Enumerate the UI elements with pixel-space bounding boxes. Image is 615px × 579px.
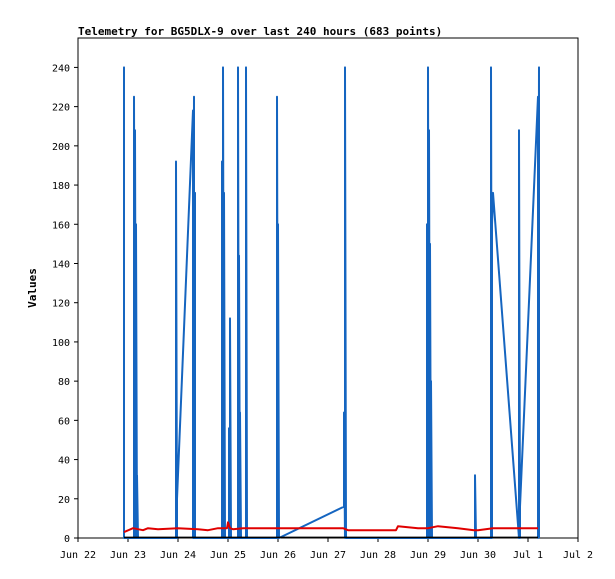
x-tick-label: Jun 27 <box>310 550 346 561</box>
y-tick-label: 160 <box>52 220 70 231</box>
y-tick-label: 100 <box>52 338 70 349</box>
x-tick-label: Jun 28 <box>360 550 396 561</box>
x-tick-label: Jun 29 <box>410 550 446 561</box>
y-tick-label: 120 <box>52 299 70 310</box>
y-tick-label: 200 <box>52 142 70 153</box>
x-tick-label: Jun 22 <box>60 550 96 561</box>
y-tick-label: 240 <box>52 63 70 74</box>
y-tick-label: 0 <box>64 534 70 545</box>
x-tick-label: Jun 23 <box>110 550 146 561</box>
series-layer <box>123 66 540 539</box>
x-tick-label: Jun 25 <box>210 550 246 561</box>
y-tick-label: 180 <box>52 181 70 192</box>
x-tick-label: Jun 30 <box>460 550 496 561</box>
x-tick-label: Jul 1 <box>513 550 543 561</box>
y-tick-label: 220 <box>52 103 70 114</box>
x-axis: Jun 22 Jun 23 Jun 24 Jun 25 Jun 26 Jun 27 Jun … <box>60 538 593 561</box>
series-line-2 <box>123 521 538 534</box>
y-tick-label: 60 <box>58 416 70 427</box>
chart-title: Telemetry for BG5DLX-9 over last 240 hou… <box>78 25 442 38</box>
y-tick-label: 140 <box>52 259 70 270</box>
x-tick-label: Jun 26 <box>260 550 296 561</box>
y-axis-label: Values <box>26 268 39 308</box>
y-axis: 0 20 40 60 80 100 120 140 160 180 200 220 240 <box>52 63 78 545</box>
x-tick-label: Jul 2 <box>563 550 593 561</box>
y-tick-label: 80 <box>58 377 70 388</box>
y-tick-label: 40 <box>58 456 70 467</box>
plot-area <box>77 37 579 539</box>
x-tick-label: Jun 24 <box>160 550 196 561</box>
y-tick-label: 20 <box>58 495 70 506</box>
